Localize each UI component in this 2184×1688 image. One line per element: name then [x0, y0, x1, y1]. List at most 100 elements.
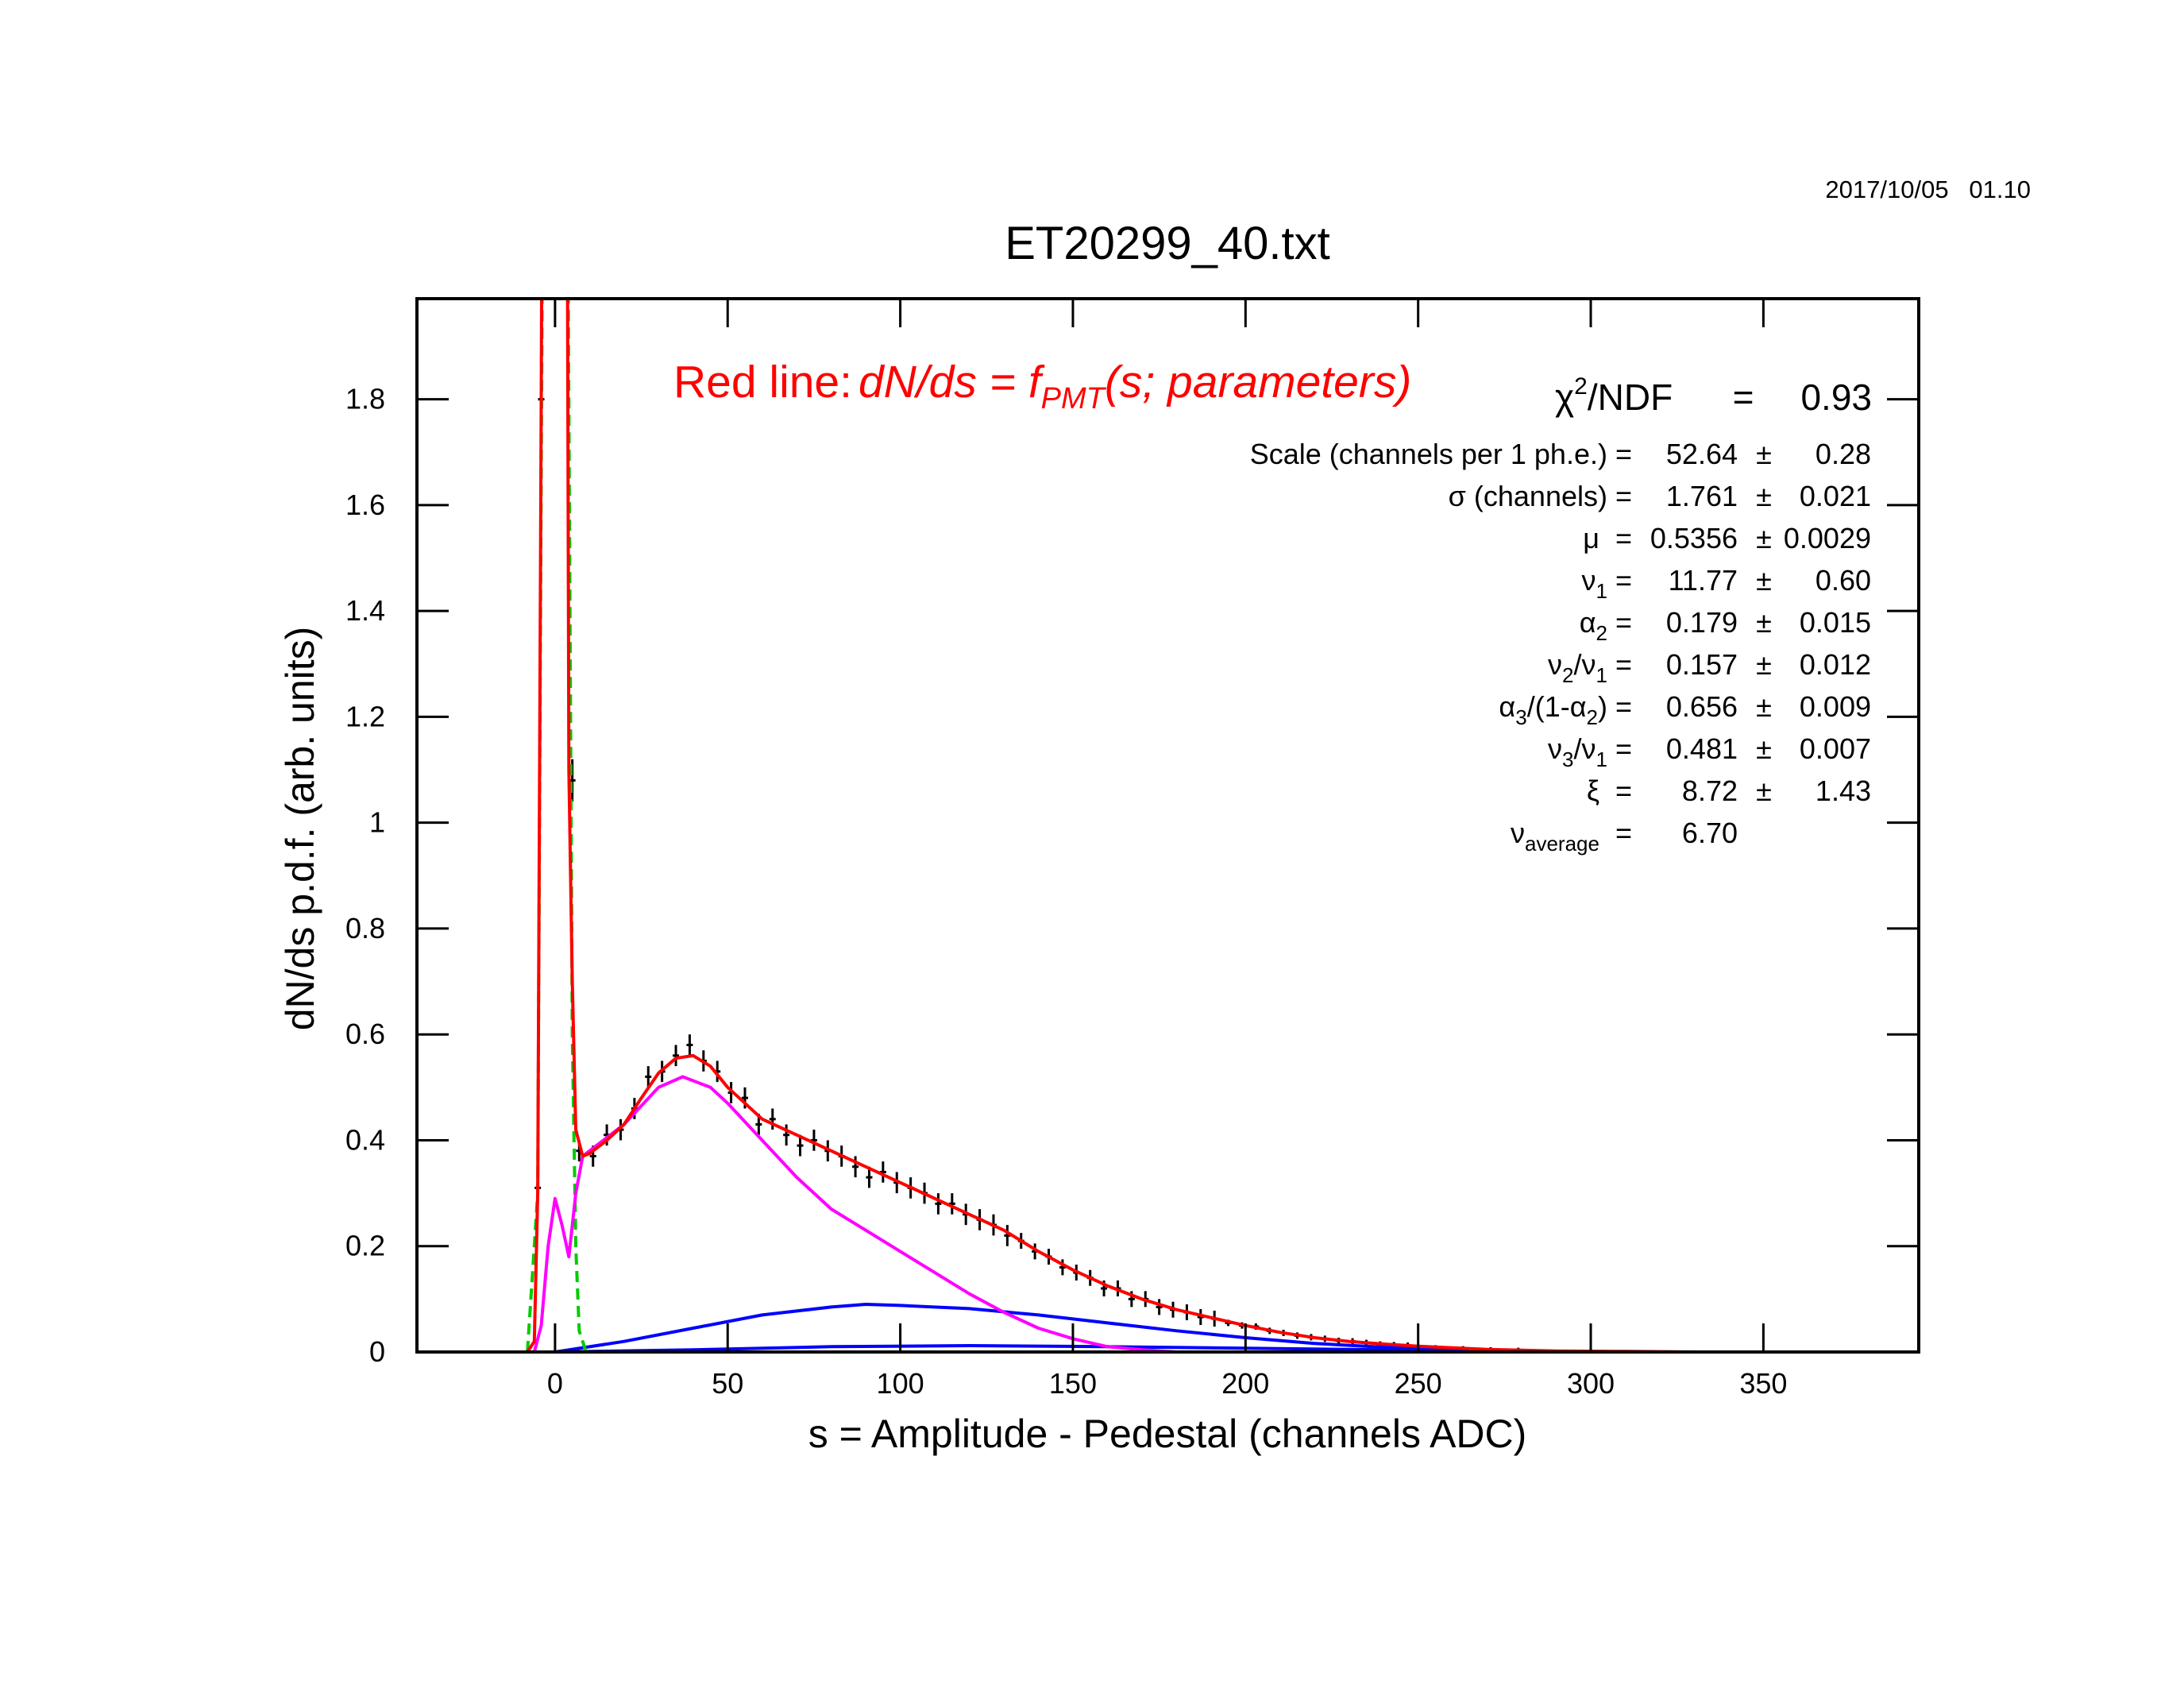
data-point	[1059, 1259, 1066, 1276]
data-point	[866, 1166, 873, 1188]
param-pm: ±	[1756, 690, 1772, 723]
param-value: 0.157	[1666, 648, 1738, 681]
y-axis-label: dN/ds p.d.f. (arb. units)	[278, 627, 322, 1031]
param-pm: ±	[1756, 564, 1772, 597]
param-error: 0.007	[1800, 732, 1871, 765]
data-point	[645, 1066, 652, 1087]
param-sub: 2	[1596, 621, 1607, 645]
param-value: 0.179	[1666, 606, 1738, 639]
param-text: =	[1607, 606, 1632, 639]
param-label: ν3/ν1 =	[1548, 732, 1632, 771]
param-text: =	[1599, 817, 1632, 849]
param-pm: ±	[1756, 438, 1772, 470]
chi2-symbol: χ	[1555, 377, 1574, 418]
x-tick-label: 0	[547, 1367, 563, 1400]
param-text: ν	[1548, 648, 1562, 681]
param-label: ν1 =	[1582, 564, 1633, 603]
param-text: ξ =	[1587, 774, 1632, 807]
param-text: μ =	[1583, 522, 1632, 554]
chi2-text: /NDF	[1588, 377, 1673, 418]
y-tick-label: 1.4	[345, 594, 385, 627]
param-text: ν	[1582, 564, 1596, 597]
param-text: ν	[1548, 732, 1562, 765]
param-sub: 2	[1562, 663, 1573, 687]
param-pm: ±	[1756, 522, 1772, 554]
fit-curve	[526, 299, 1246, 1352]
x-axis-label: s = Amplitude - Pedestal (channels ADC)	[808, 1412, 1527, 1456]
data-point	[1156, 1299, 1163, 1315]
annotation-prefix: Red line:	[673, 357, 852, 408]
data-point	[783, 1124, 790, 1146]
data-point	[1004, 1225, 1011, 1246]
annotation-sub: PMT	[1041, 382, 1107, 415]
param-error: 0.012	[1800, 648, 1871, 681]
param-text: Scale (channels per 1 ph.e.) =	[1250, 438, 1632, 470]
x-tick-label: 150	[1049, 1367, 1097, 1400]
param-label: σ (channels) =	[1449, 480, 1632, 512]
y-tick-label: 0.4	[345, 1123, 385, 1156]
param-sub: 1	[1596, 579, 1607, 603]
y-tick-label: 0.8	[345, 912, 385, 944]
annotation-rest: (s; parameters)	[1105, 357, 1411, 408]
x-tick-label: 250	[1395, 1367, 1442, 1400]
param-sub: 3	[1562, 747, 1573, 771]
param-error: 1.43	[1815, 774, 1871, 807]
data-point	[852, 1156, 859, 1178]
timestamp: 2017/10/05 01.10	[1825, 176, 2031, 203]
fit-curve	[532, 1075, 1177, 1352]
y-tick-label: 0	[369, 1335, 385, 1368]
param-sub: 1	[1596, 747, 1607, 771]
param-label: ξ =	[1587, 774, 1632, 807]
param-label: νaverage =	[1511, 817, 1632, 856]
param-text: α	[1499, 690, 1515, 723]
param-sub: average	[1525, 832, 1599, 856]
data-point	[935, 1193, 942, 1215]
y-tick-label: 1	[369, 806, 385, 839]
param-error: 0.009	[1800, 690, 1871, 723]
x-tick-label: 300	[1567, 1367, 1615, 1400]
fit-curve	[526, 299, 1695, 1352]
y-tick-label: 1.8	[345, 383, 385, 415]
param-text: =	[1607, 648, 1632, 681]
param-label: Scale (channels per 1 ph.e.) =	[1250, 438, 1632, 470]
param-error: 0.0029	[1784, 522, 1871, 554]
param-sub: 2	[1587, 705, 1598, 729]
y-tick-label: 0.6	[345, 1018, 385, 1050]
data-point	[797, 1134, 804, 1157]
y-tick-label: 1.2	[345, 700, 385, 732]
param-text: /ν	[1573, 732, 1596, 765]
param-text: σ (channels) =	[1449, 480, 1632, 512]
fit-annotation: Red line: dN/ds = fPMT(s; parameters)	[673, 357, 1411, 415]
fit-curve	[554, 1303, 1592, 1352]
x-tick-label: 350	[1739, 1367, 1787, 1400]
param-label: α3/(1-α2) =	[1499, 690, 1632, 729]
param-value: 11.77	[1669, 564, 1738, 597]
param-text: α	[1580, 606, 1596, 639]
y-tick-label: 1.6	[345, 489, 385, 521]
x-tick-label: 200	[1221, 1367, 1269, 1400]
param-sub: 1	[1596, 663, 1607, 687]
chi2-sup: 2	[1574, 373, 1588, 400]
param-text: ) =	[1598, 690, 1632, 723]
data-point	[673, 1045, 680, 1067]
chi2-eq: =	[1733, 377, 1754, 418]
param-label: α2 =	[1580, 606, 1632, 645]
param-text: =	[1607, 564, 1632, 597]
param-text: /ν	[1573, 648, 1596, 681]
data-point	[686, 1034, 693, 1056]
param-value: 0.5356	[1650, 522, 1738, 554]
param-value: 52.64	[1666, 438, 1738, 470]
param-text: ν	[1511, 817, 1525, 849]
chi2: χ2/NDF	[1555, 373, 1673, 418]
annotation-formula: dN/ds = f	[859, 357, 1045, 408]
plot-area	[526, 299, 1695, 1352]
param-error: 0.60	[1815, 564, 1871, 597]
param-pm: ±	[1756, 648, 1772, 681]
param-sub: 3	[1515, 705, 1526, 729]
chart-title: ET20299_40.txt	[1005, 218, 1330, 269]
x-tick-label: 50	[712, 1367, 743, 1400]
param-value: 0.481	[1666, 732, 1738, 765]
param-error: 0.015	[1800, 606, 1871, 639]
axes: 0 50 100 150 200 250 300 350 0 0.2 0.4 0.6 0.8 1 1.2 1.…	[345, 299, 1919, 1400]
